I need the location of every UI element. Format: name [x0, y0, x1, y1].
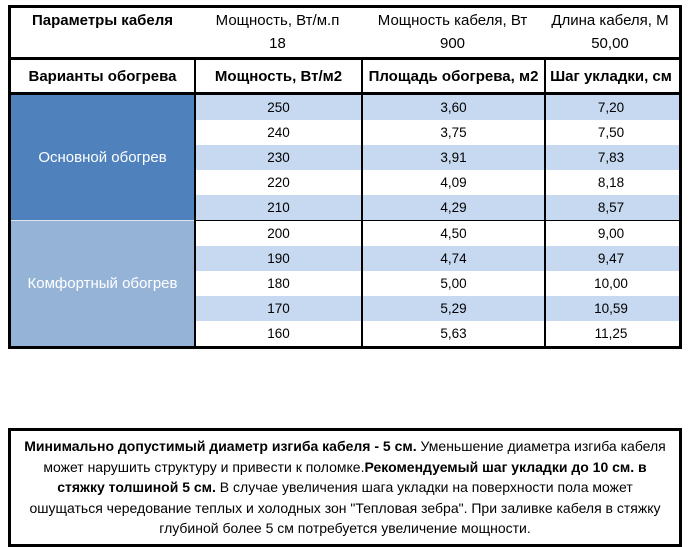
- table-row: 250 3,60 7,20: [196, 95, 679, 120]
- note-bold-segment: Минимально допустимый диаметр изгиба каб…: [24, 438, 417, 454]
- area-cell: 3,91: [361, 145, 544, 170]
- area-cell: 3,75: [361, 120, 544, 145]
- heating-variant-column: Основной обогрев Комфортный обогрев: [11, 95, 194, 346]
- note-text-segment: Уменьшение диаметра изгиба кабеля может …: [43, 438, 666, 475]
- header-heating-area-m2: Площадь обогрева, м2: [361, 60, 544, 92]
- group-label-comfort-heating: Комфортный обогрев: [11, 220, 194, 346]
- area-cell: 4,74: [361, 246, 544, 271]
- area-cell: 4,29: [361, 195, 544, 220]
- header-heating-variants: Варианты обогрева: [28, 67, 177, 85]
- cable-parameters-table: Параметры кабеля Мощность, Вт/м.п Мощнос…: [8, 5, 682, 349]
- param-value-power-per-meter: 18: [269, 35, 286, 52]
- step-cell: 7,50: [544, 120, 676, 145]
- cable-params-section: Параметры кабеля Мощность, Вт/м.п Мощнос…: [11, 8, 679, 60]
- param-label-cable-power: Мощность кабеля, Вт: [377, 12, 528, 29]
- area-cell: 5,29: [361, 296, 544, 321]
- header-power-w-m2: Мощность, Вт/м2: [194, 60, 361, 92]
- table-row: 180 5,00 10,00: [196, 271, 679, 296]
- area-cell: 5,63: [361, 321, 544, 346]
- area-cell: 4,50: [361, 221, 544, 246]
- step-cell: 9,00: [544, 221, 676, 246]
- power-cell: 240: [267, 125, 290, 140]
- power-cell: 180: [267, 276, 290, 291]
- param-value-cable-length: 50,00: [591, 35, 629, 52]
- step-cell: 7,20: [544, 95, 676, 120]
- step-cell: 8,18: [544, 170, 676, 195]
- power-cell: 190: [267, 251, 290, 266]
- param-value-cable-power: 900: [439, 35, 466, 52]
- cable-note-box: Минимально допустимый диаметр изгиба каб…: [8, 428, 682, 547]
- area-cell: 5,00: [361, 271, 544, 296]
- table-row: 220 4,09 8,18: [196, 170, 679, 195]
- area-cell: 4,09: [361, 170, 544, 195]
- area-cell: 3,60: [361, 95, 544, 120]
- step-cell: 9,47: [544, 246, 676, 271]
- table-row: 200 4,50 9,00: [196, 220, 679, 246]
- table-row: 160 5,63 11,25: [196, 321, 679, 346]
- param-label-cable-length: Длина кабеля, М: [551, 12, 669, 29]
- table-row: 230 3,91 7,83: [196, 145, 679, 170]
- power-cell: 220: [267, 175, 290, 190]
- power-cell: 200: [267, 226, 290, 241]
- note-bold-segment: Рекомендуемый шаг укладки до 10 см. в ст…: [57, 458, 647, 496]
- table-row: 190 4,74 9,47: [196, 246, 679, 271]
- power-cell: 160: [267, 326, 290, 341]
- power-cell: 210: [267, 200, 290, 215]
- step-cell: 10,59: [544, 296, 676, 321]
- table-body: Основной обогрев Комфортный обогрев 250 3…: [11, 95, 679, 346]
- step-cell: 11,25: [544, 321, 676, 346]
- table-row: 240 3,75 7,50: [196, 120, 679, 145]
- table-header-row: Варианты обогрева Мощность, Вт/м2 Площад…: [11, 60, 679, 95]
- param-label-power-per-meter: Мощность, Вт/м.п: [215, 12, 340, 29]
- step-cell: 10,00: [544, 271, 676, 296]
- data-rows: 250 3,60 7,20 240 3,75 7,50 230 3,91 7,83 220 4,09…: [194, 95, 679, 346]
- power-cell: 170: [267, 301, 290, 316]
- step-cell: 7,83: [544, 145, 676, 170]
- step-cell: 8,57: [544, 195, 676, 220]
- table-row: 210 4,29 8,57: [196, 195, 679, 220]
- table-row: 170 5,29 10,59: [196, 296, 679, 321]
- header-laying-step-cm: Шаг укладки, см: [544, 60, 676, 92]
- power-cell: 250: [267, 100, 290, 115]
- note-text-segment: В случае увеличения шага укладки на пове…: [29, 479, 661, 536]
- params-title: Параметры кабеля: [31, 12, 174, 29]
- power-cell: 230: [267, 150, 290, 165]
- group-label-main-heating: Основной обогрев: [11, 95, 194, 220]
